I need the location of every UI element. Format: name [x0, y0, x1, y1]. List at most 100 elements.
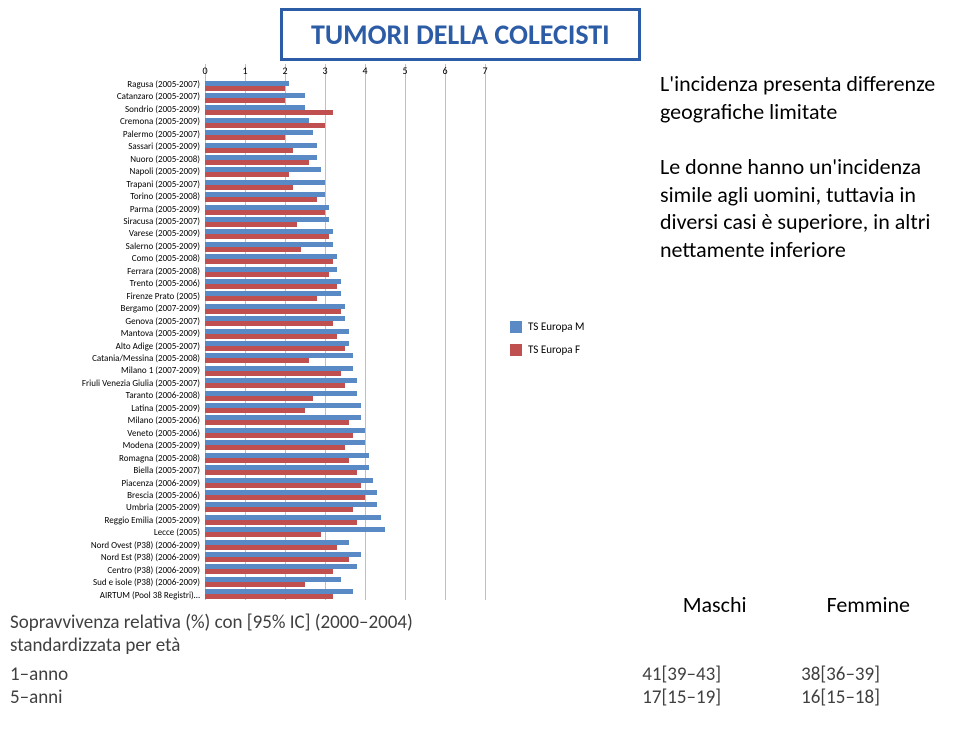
- survival-value-male: 41[39–43]: [642, 663, 721, 686]
- chart-category-label: Latina (2005-2009): [0, 404, 200, 413]
- chart-category-label: Mantova (2005-2009): [0, 329, 200, 338]
- bar-female: [205, 148, 293, 153]
- bar-pair: [205, 365, 485, 376]
- survival-header-1: Sopravvivenza relativa (%) con [95% IC] …: [10, 611, 413, 634]
- bar-female: [205, 483, 361, 488]
- chart-category-label: Milano 1 (2007-2009): [0, 366, 200, 375]
- bar-female: [205, 507, 353, 512]
- bar-female: [205, 495, 365, 500]
- chart-category-label: Varese (2005-2009): [0, 229, 200, 238]
- bar-pair: [205, 105, 485, 116]
- bar-pair: [205, 539, 485, 550]
- survival-value-female: 16[15–18]: [801, 686, 880, 709]
- survival-value-male: 17[15–19]: [642, 686, 721, 709]
- survival-row-label: 1–anno: [10, 663, 90, 686]
- bar-female: [205, 98, 285, 103]
- grid-line: [485, 64, 486, 600]
- chart-category-label: Trento (2005-2006): [0, 279, 200, 288]
- bar-pair: [205, 204, 485, 215]
- survival-value-female: 38[36–39]: [801, 663, 880, 686]
- bar-pair: [205, 514, 485, 525]
- bar-female: [205, 234, 329, 239]
- bar-pair: [205, 576, 485, 587]
- chart-category-label: Catania/Messina (2005-2008): [0, 354, 200, 363]
- bar-female: [205, 334, 337, 339]
- bar-pair: [205, 415, 485, 426]
- bar-pair: [205, 390, 485, 401]
- chart-category-label: Taranto (2006-2008): [0, 391, 200, 400]
- bar-female: [205, 371, 341, 376]
- bar-pair: [205, 328, 485, 339]
- bar-female: [205, 520, 357, 525]
- chart-category-label: Nord Ovest (P38) (2006-2009): [0, 541, 200, 550]
- legend-label: TS Europa F: [528, 343, 580, 356]
- bar-female: [205, 86, 285, 91]
- bar-female: [205, 123, 325, 128]
- chart-category-label: Veneto (2005-2006): [0, 429, 200, 438]
- axis-tick-label: 1: [242, 64, 247, 77]
- bar-female: [205, 358, 309, 363]
- bar-female: [205, 110, 333, 115]
- axis-tick-label: 4: [362, 64, 367, 77]
- commentary-text: L'incidenza presenta differenze geografi…: [660, 70, 940, 291]
- chart-category-label: Milano (2005-2006): [0, 416, 200, 425]
- chart-category-label: Reggio Emilia (2005-2009): [0, 516, 200, 525]
- survival-table: Maschi Femmine Sopravvivenza relativa (%…: [10, 611, 940, 709]
- chart-category-label: Catanzaro (2005-2007): [0, 92, 200, 101]
- chart-category-label: Parma (2005-2009): [0, 205, 200, 214]
- chart-category-label: Umbria (2005-2009): [0, 503, 200, 512]
- bar-female: [205, 569, 333, 574]
- chart-category-label: Palermo (2005-2007): [0, 130, 200, 139]
- bar-pair: [205, 316, 485, 327]
- legend-swatch: [510, 344, 522, 356]
- chart-category-label: Nord Est (P38) (2006-2009): [0, 553, 200, 562]
- chart-category-label: Como (2005-2008): [0, 254, 200, 263]
- page-title: TUMORI DELLA COLECISTI: [280, 8, 641, 61]
- bar-pair: [205, 489, 485, 500]
- legend-item: TS Europa F: [510, 343, 584, 356]
- bar-pair: [205, 589, 485, 600]
- bar-pair: [205, 92, 485, 103]
- bar-pair: [205, 403, 485, 414]
- bar-female: [205, 383, 345, 388]
- bar-female: [205, 582, 305, 587]
- bar-female: [205, 458, 349, 463]
- commentary-p1: L'incidenza presenta differenze geografi…: [660, 70, 940, 125]
- bar-female: [205, 309, 341, 314]
- bar-pair: [205, 378, 485, 389]
- bar-female: [205, 557, 349, 562]
- survival-col-male: Maschi: [683, 591, 747, 618]
- chart-category-label: Piacenza (2006-2009): [0, 479, 200, 488]
- chart-category-label: Brescia (2005-2006): [0, 491, 200, 500]
- bar-pair: [205, 341, 485, 352]
- survival-header-2: standardizzata per età: [10, 634, 180, 657]
- chart-category-label: Biella (2005-2007): [0, 466, 200, 475]
- chart-category-label: Torino (2005-2008): [0, 192, 200, 201]
- bar-pair: [205, 427, 485, 438]
- bar-female: [205, 284, 337, 289]
- bar-pair: [205, 254, 485, 265]
- bar-pair: [205, 527, 485, 538]
- chart-category-label: Trapani (2005-2007): [0, 180, 200, 189]
- axis-tick-label: 3: [322, 64, 327, 77]
- bar-female: [205, 259, 333, 264]
- bar-pair: [205, 440, 485, 451]
- axis-tick-label: 5: [402, 64, 407, 77]
- bar-pair: [205, 167, 485, 178]
- bar-pair: [205, 452, 485, 463]
- bar-pair: [205, 291, 485, 302]
- bar-pair: [205, 279, 485, 290]
- chart-category-label: Modena (2005-2009): [0, 441, 200, 450]
- axis-tick-label: 0: [202, 64, 207, 77]
- bar-female: [205, 135, 285, 140]
- bar-female: [205, 272, 329, 277]
- commentary-p2: Le donne hanno un'incidenza simile agli …: [660, 153, 940, 263]
- chart-category-label: Centro (P38) (2006-2009): [0, 566, 200, 575]
- bar-female: [205, 185, 293, 190]
- bar-pair: [205, 192, 485, 203]
- bar-pair: [205, 229, 485, 240]
- legend-label: TS Europa M: [528, 320, 584, 333]
- bar-pair: [205, 117, 485, 128]
- bar-female: [205, 532, 321, 537]
- bar-female: [205, 545, 337, 550]
